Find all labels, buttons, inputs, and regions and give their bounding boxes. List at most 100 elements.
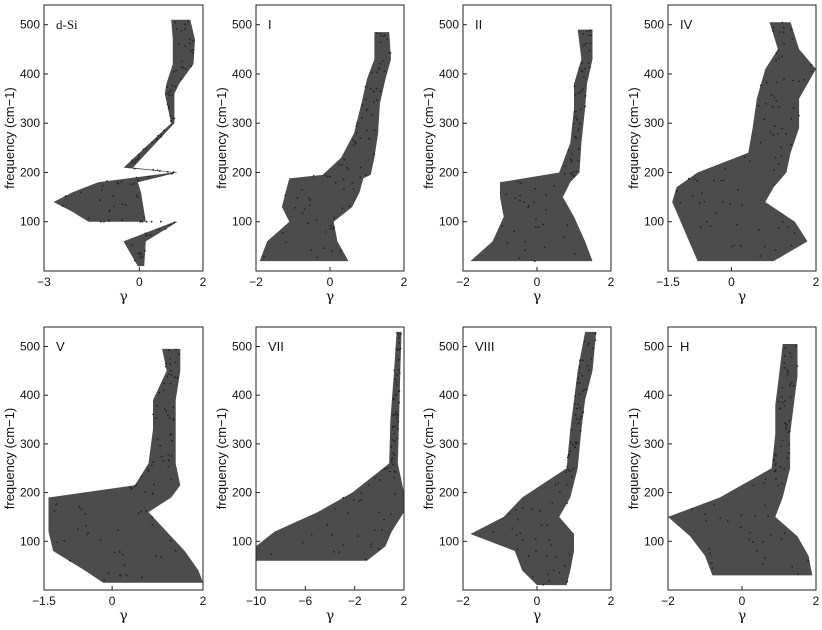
mode-point	[580, 70, 583, 73]
mode-point	[769, 131, 772, 134]
mode-point	[108, 210, 111, 213]
mode-point	[372, 90, 375, 93]
mode-point	[99, 199, 101, 202]
y-tick-label: 500	[644, 18, 664, 32]
mode-point	[356, 535, 359, 537]
mode-band	[470, 331, 597, 586]
mode-point	[780, 538, 783, 541]
y-tick-label: 200	[439, 165, 459, 179]
mode-point	[352, 499, 355, 501]
panel-title: I	[268, 17, 272, 32]
mode-point	[741, 203, 743, 206]
mode-point	[172, 70, 175, 73]
mode-point	[366, 129, 368, 132]
mode-point	[163, 129, 165, 132]
mode-point	[774, 469, 777, 471]
mode-point	[169, 363, 172, 366]
mode-point	[156, 404, 158, 407]
mode-point	[162, 459, 165, 462]
y-tick-label: 400	[439, 388, 459, 402]
mode-point	[781, 386, 784, 389]
mode-band	[259, 32, 391, 262]
mode-point	[394, 493, 397, 495]
mode-point	[783, 400, 786, 402]
panel-4: 100 200 300 400 500 −1.5 0 2 γ frequency (cm−1) IV	[626, 4, 820, 305]
panel-title: d-Si	[56, 17, 78, 32]
mode-point	[393, 440, 396, 442]
mode-point	[521, 507, 524, 509]
y-axis-label: frequency (cm−1)	[2, 87, 17, 189]
mode-point	[394, 425, 396, 428]
mode-point	[492, 530, 495, 533]
mode-point	[63, 539, 66, 542]
mode-point	[326, 523, 329, 526]
mode-point	[764, 478, 767, 480]
mode-point	[770, 94, 773, 97]
mode-point	[160, 556, 163, 559]
mode-point	[757, 104, 760, 107]
mode-point	[373, 101, 375, 103]
mode-point	[568, 453, 570, 456]
mode-point	[752, 484, 755, 487]
mode-point	[788, 443, 791, 446]
mode-point	[775, 60, 777, 62]
mode-point	[786, 226, 789, 229]
mode-point	[301, 212, 304, 215]
mode-point	[571, 475, 573, 478]
mode-point	[302, 541, 304, 544]
mode-point	[188, 38, 191, 41]
mode-point	[523, 201, 526, 204]
mode-band	[48, 348, 203, 583]
mode-point	[85, 524, 87, 527]
mode-point	[566, 502, 568, 505]
mode-point	[783, 42, 786, 45]
x-tick-label: 0	[728, 275, 735, 289]
mode-point	[396, 428, 399, 430]
mode-point	[773, 470, 776, 473]
mode-point	[783, 78, 785, 81]
mode-point	[577, 129, 579, 132]
mode-point	[137, 252, 140, 255]
mode-point	[784, 355, 786, 358]
mode-point	[399, 347, 402, 350]
mode-point	[584, 67, 587, 70]
mode-point	[527, 204, 530, 207]
y-axis-label: frequency (cm−1)	[421, 87, 436, 189]
y-tick-label: 500	[439, 18, 459, 32]
mode-point	[172, 171, 175, 174]
mode-point	[108, 220, 111, 222]
mode-point	[583, 76, 585, 79]
mode-point	[393, 470, 396, 473]
mode-point	[565, 471, 567, 474]
mode-point	[540, 524, 543, 526]
mode-point	[534, 538, 537, 540]
mode-point	[777, 162, 780, 165]
mode-point	[516, 548, 519, 550]
mode-point	[398, 336, 401, 339]
mode-point	[142, 148, 145, 151]
mode-point	[764, 102, 767, 105]
mode-point	[366, 108, 369, 110]
mode-point	[587, 344, 590, 346]
mode-point	[752, 541, 754, 543]
mode-point	[774, 156, 777, 159]
mode-point	[358, 499, 360, 502]
mode-point	[691, 508, 693, 510]
mode-point	[308, 197, 311, 200]
mode-point	[373, 477, 376, 479]
mode-point	[803, 78, 806, 81]
mode-point	[548, 579, 550, 582]
mode-point	[785, 132, 787, 135]
mode-point	[145, 147, 148, 150]
mode-point	[135, 176, 138, 179]
x-tick-label: −1.5	[656, 275, 680, 289]
mode-point	[748, 160, 751, 162]
y-tick-label: 500	[232, 18, 252, 32]
mode-point	[389, 52, 392, 54]
mode-point	[159, 445, 161, 447]
mode-point	[371, 71, 374, 74]
mode-point	[749, 531, 752, 534]
mode-point	[137, 179, 140, 182]
y-tick-label: 100	[439, 215, 459, 229]
mode-point	[586, 365, 589, 367]
